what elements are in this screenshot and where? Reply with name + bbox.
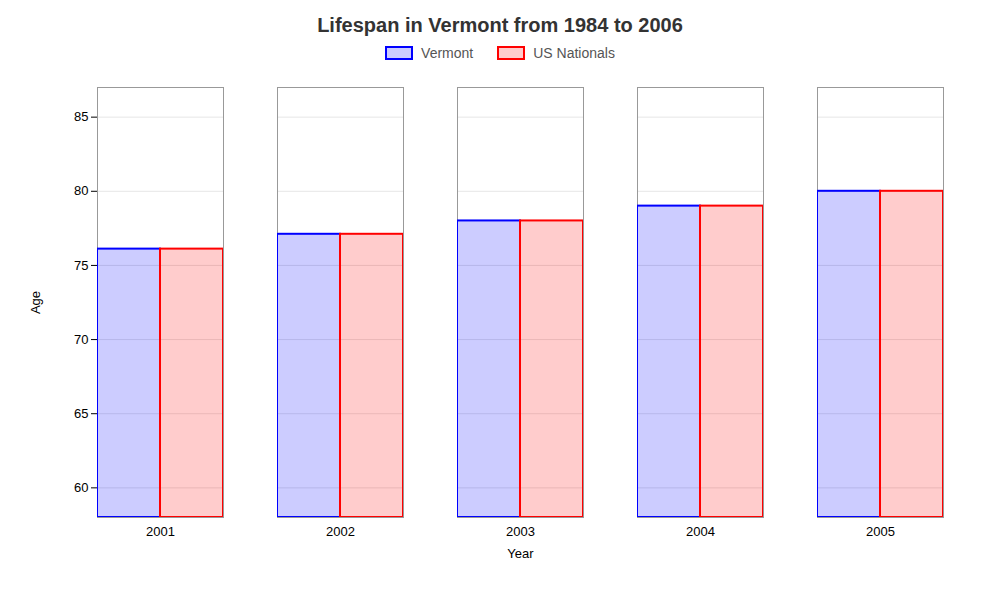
- svg-text:Age: Age: [28, 291, 43, 314]
- svg-text:70: 70: [74, 332, 88, 347]
- svg-text:75: 75: [74, 258, 88, 273]
- svg-text:85: 85: [74, 109, 88, 124]
- svg-text:2004: 2004: [686, 524, 715, 539]
- svg-text:2003: 2003: [506, 524, 535, 539]
- svg-text:65: 65: [74, 406, 88, 421]
- html-text:Lifespan in Vermont from 1984: Lifespan in Vermont from 1984 to 2006: [317, 14, 683, 36]
- svg-text:80: 80: [74, 183, 88, 198]
- svg-text:60: 60: [74, 480, 88, 495]
- svg-text:2001: 2001: [146, 524, 175, 539]
- html-text:US Nationals: US Nationals: [533, 45, 615, 61]
- svg-text:2005: 2005: [866, 524, 895, 539]
- html-text:Vermont: Vermont: [421, 45, 474, 61]
- svg-text:2002: 2002: [326, 524, 355, 539]
- svg-text:Year: Year: [507, 546, 534, 561]
